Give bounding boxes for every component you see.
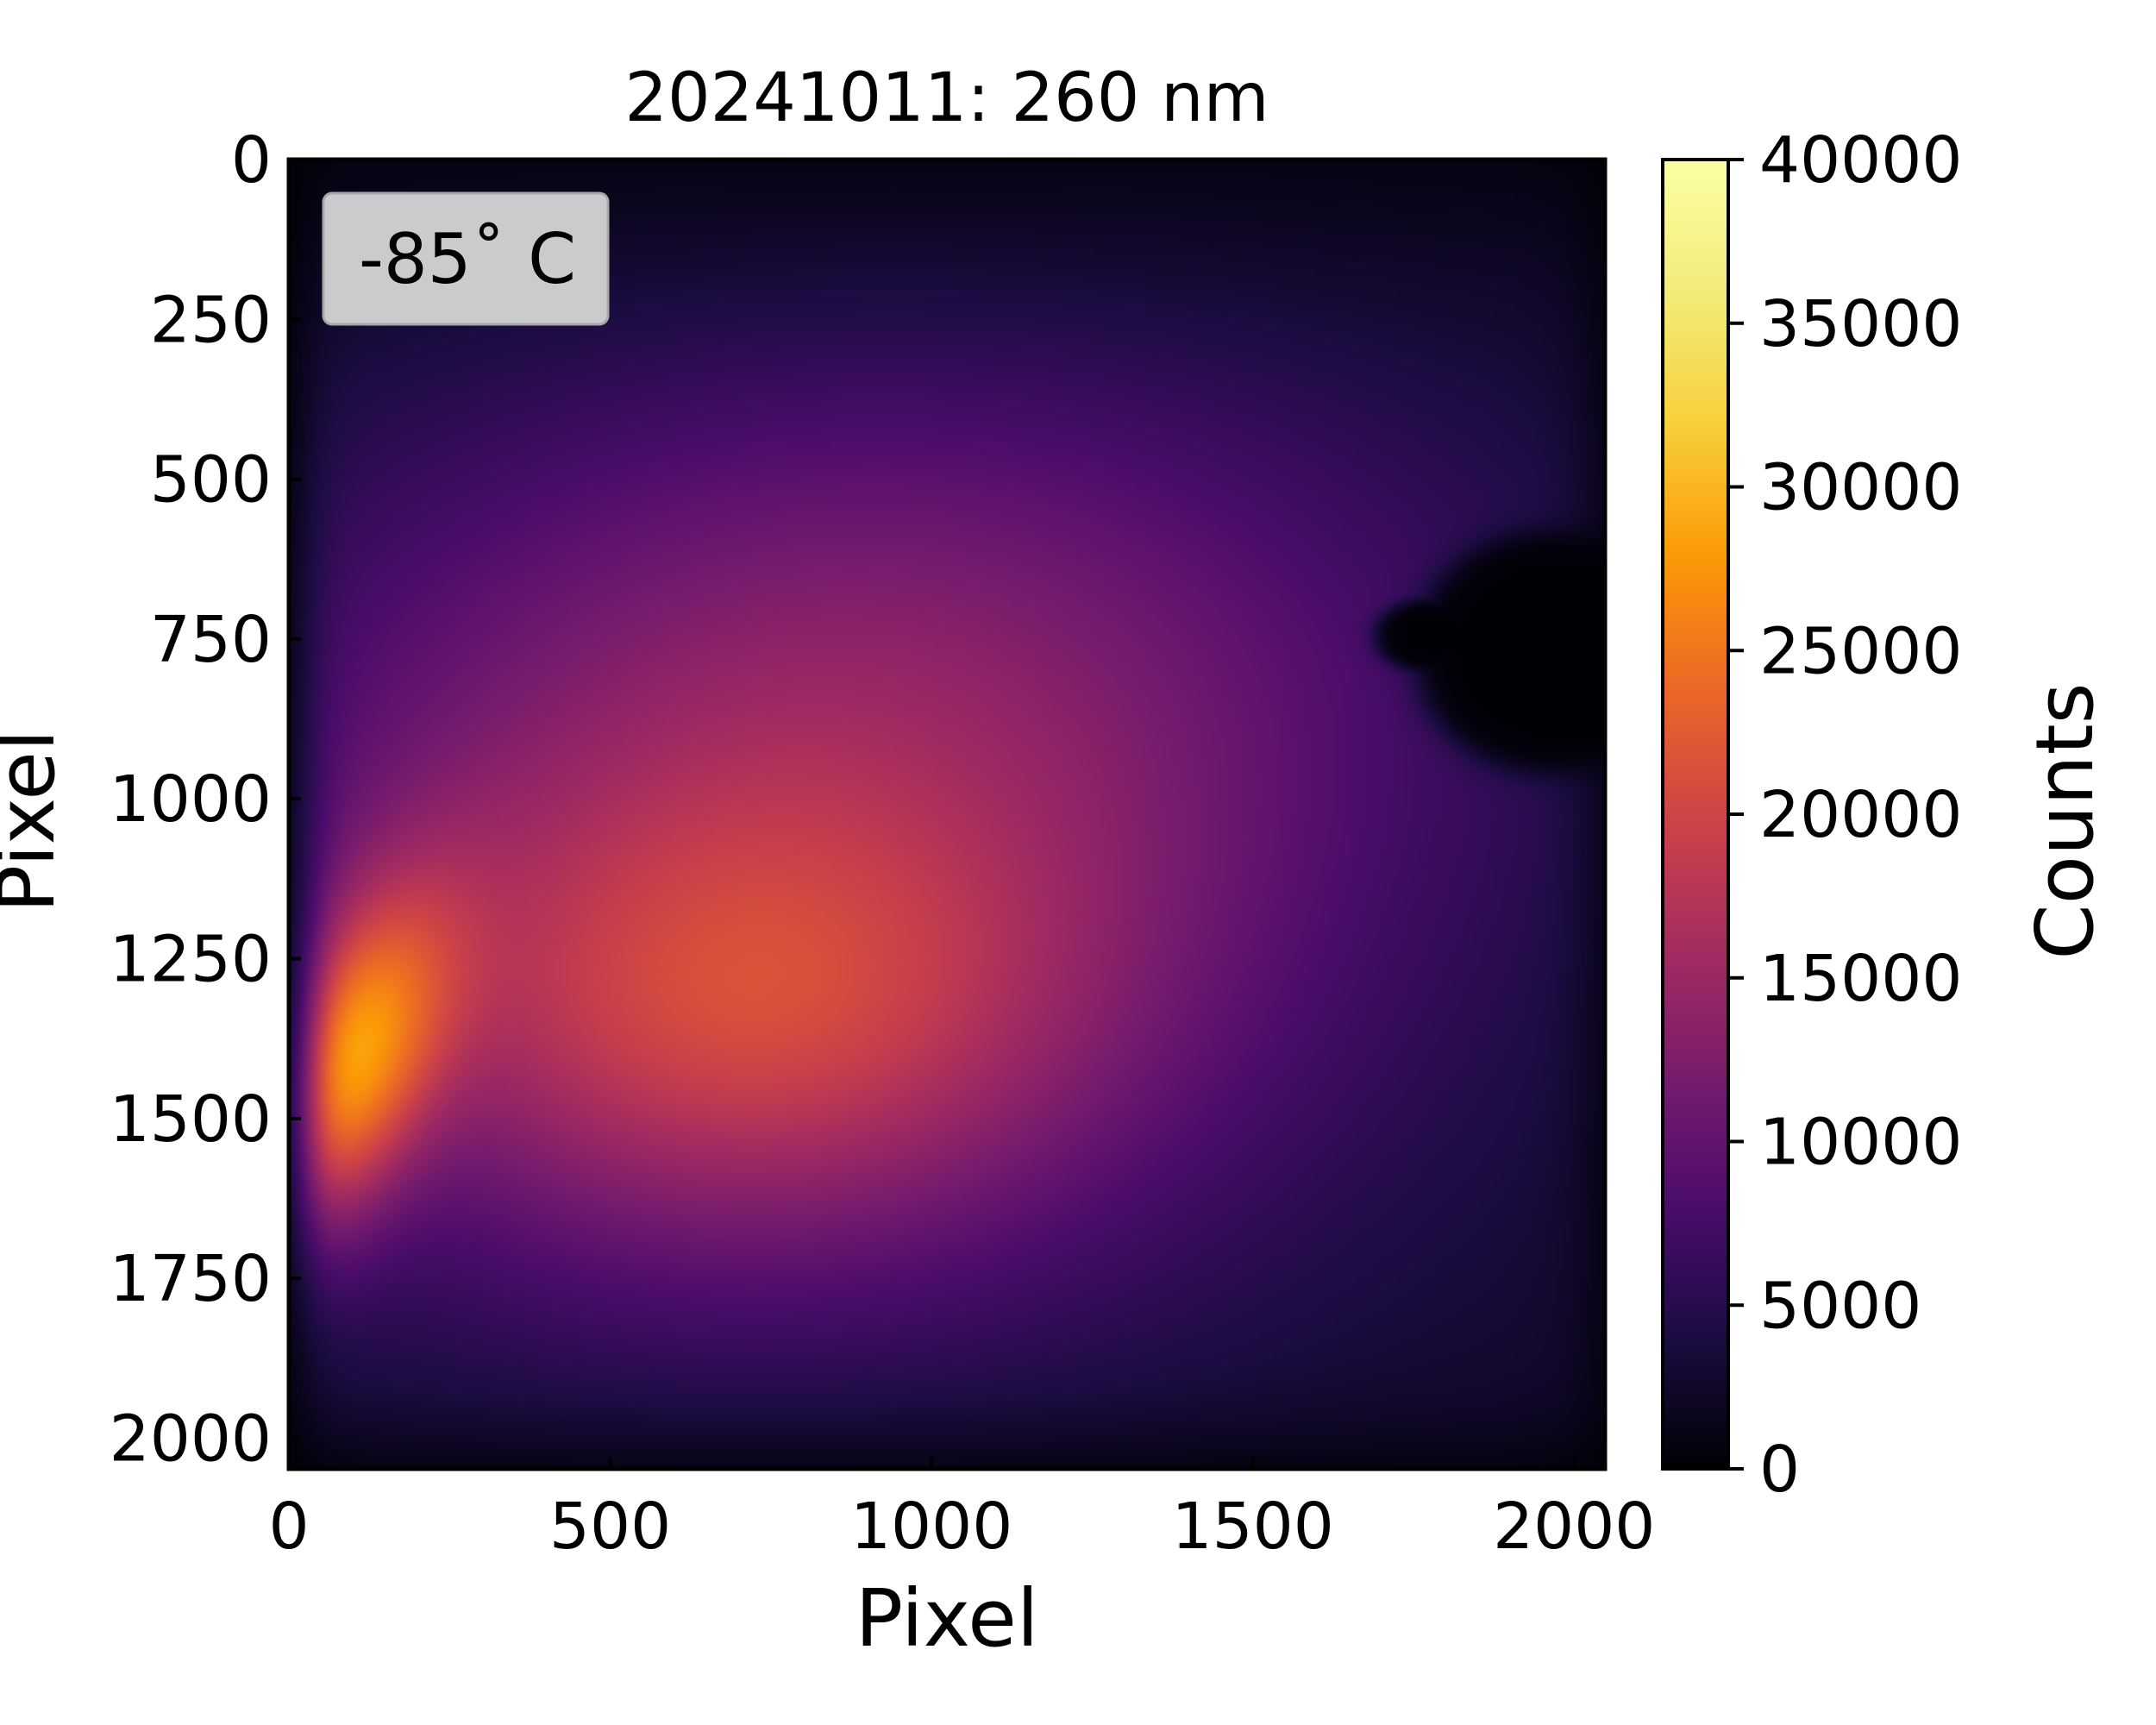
y-axis-label: Pixel xyxy=(0,730,72,913)
colorbar-label: Counts xyxy=(2019,682,2111,959)
y-tick-label: 1000 xyxy=(110,762,272,837)
colorbar-tick-label: 35000 xyxy=(1759,287,1962,361)
colorbar-tick-label: 30000 xyxy=(1759,451,1962,525)
heatmap-raster xyxy=(289,160,1605,1469)
chart-title: 20241011: 260 nm xyxy=(624,60,1269,137)
colorbar-tick-label: 10000 xyxy=(1759,1106,1962,1180)
y-tick-label: 250 xyxy=(150,283,272,357)
y-tick-label: 1500 xyxy=(110,1082,272,1157)
y-tick-label: 0 xyxy=(231,123,272,198)
colorbar-ticks: 0 5000 10000 15000 20000 25000 30000 35000 40000 xyxy=(1728,123,1962,1507)
x-tick-label: 0 xyxy=(268,1490,309,1564)
colorbar-tick-label: 5000 xyxy=(1759,1269,1921,1343)
annotation-text: -85˚ C xyxy=(359,219,576,299)
x-tick-label: 1000 xyxy=(850,1490,1012,1564)
colorbar-tick-label: 15000 xyxy=(1759,942,1962,1016)
y-tick-label: 1250 xyxy=(110,923,272,997)
x-tick-label: 500 xyxy=(549,1490,671,1564)
colorbar-tick-label: 25000 xyxy=(1759,614,1962,688)
y-tick-label: 1750 xyxy=(110,1242,272,1316)
colorbar-tick-label: 20000 xyxy=(1759,778,1962,852)
x-tick-label: 1500 xyxy=(1172,1490,1334,1564)
x-tick-label: 2000 xyxy=(1493,1490,1655,1564)
x-axis-ticks: 0 500 1000 1500 2000 xyxy=(268,1457,1655,1564)
y-tick-label: 2000 xyxy=(110,1402,272,1476)
colorbar-gradient xyxy=(1663,160,1728,1469)
plot-frame xyxy=(286,157,1608,1471)
y-tick-label: 750 xyxy=(150,603,272,677)
temperature-annotation: -85˚ C xyxy=(322,191,610,326)
y-tick-label: 500 xyxy=(150,443,272,518)
heatmap-image xyxy=(289,160,1605,1469)
colorbar-tick-label: 0 xyxy=(1759,1433,1800,1507)
annotation-box xyxy=(322,191,610,326)
y-axis-ticks: 0 250 500 750 1000 1250 1500 1750 2000 xyxy=(110,123,301,1476)
x-axis-label: Pixel xyxy=(856,1572,1039,1665)
colorbar-tick-label: 40000 xyxy=(1759,123,1962,198)
